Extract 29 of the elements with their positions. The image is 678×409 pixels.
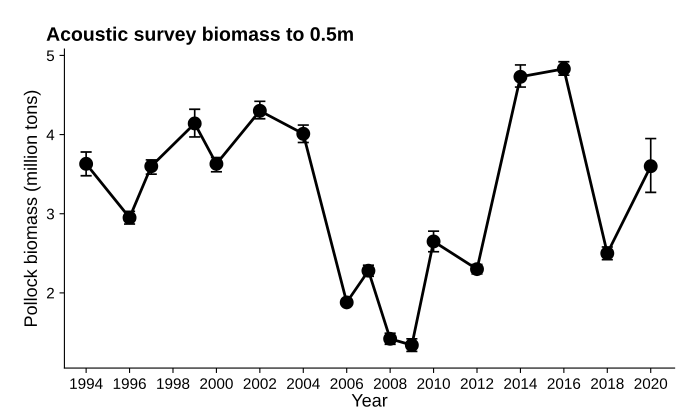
chart-title: Acoustic survey biomass to 0.5m — [46, 26, 353, 45]
x-tick-label: 2020 — [634, 378, 668, 390]
x-tick-label: 2004 — [287, 378, 320, 390]
x-tick-label: 2000 — [200, 378, 233, 390]
x-axis-title: Year — [352, 394, 388, 407]
y-axis-title: Pollock biomass (million tons) — [24, 90, 41, 326]
x-tick-label: 2006 — [330, 378, 364, 390]
y-tick-label: 5 — [46, 50, 54, 62]
x-tick-label: 1996 — [114, 378, 146, 390]
x-tick-label: 1994 — [70, 378, 103, 390]
x-tick-label: 2018 — [591, 378, 624, 390]
point — [252, 104, 267, 118]
x-tick-label: 2014 — [504, 378, 537, 390]
point — [340, 295, 354, 310]
point — [426, 234, 441, 248]
y-tick-label: 3 — [46, 208, 54, 220]
x-tick-label: 2016 — [548, 378, 580, 390]
point — [188, 116, 202, 130]
point — [644, 159, 658, 174]
x-tick-label: 1998 — [157, 378, 190, 390]
x-tick-label: 2010 — [417, 378, 450, 390]
y-tick-label: 4 — [46, 130, 54, 140]
x-tick-label: 2008 — [374, 378, 406, 390]
x-tick-label: 2002 — [244, 378, 276, 390]
point — [513, 70, 528, 84]
x-tick-label: 2012 — [460, 378, 494, 390]
point — [296, 126, 310, 141]
point — [79, 156, 94, 171]
y-tick-label: 2 — [46, 288, 54, 298]
